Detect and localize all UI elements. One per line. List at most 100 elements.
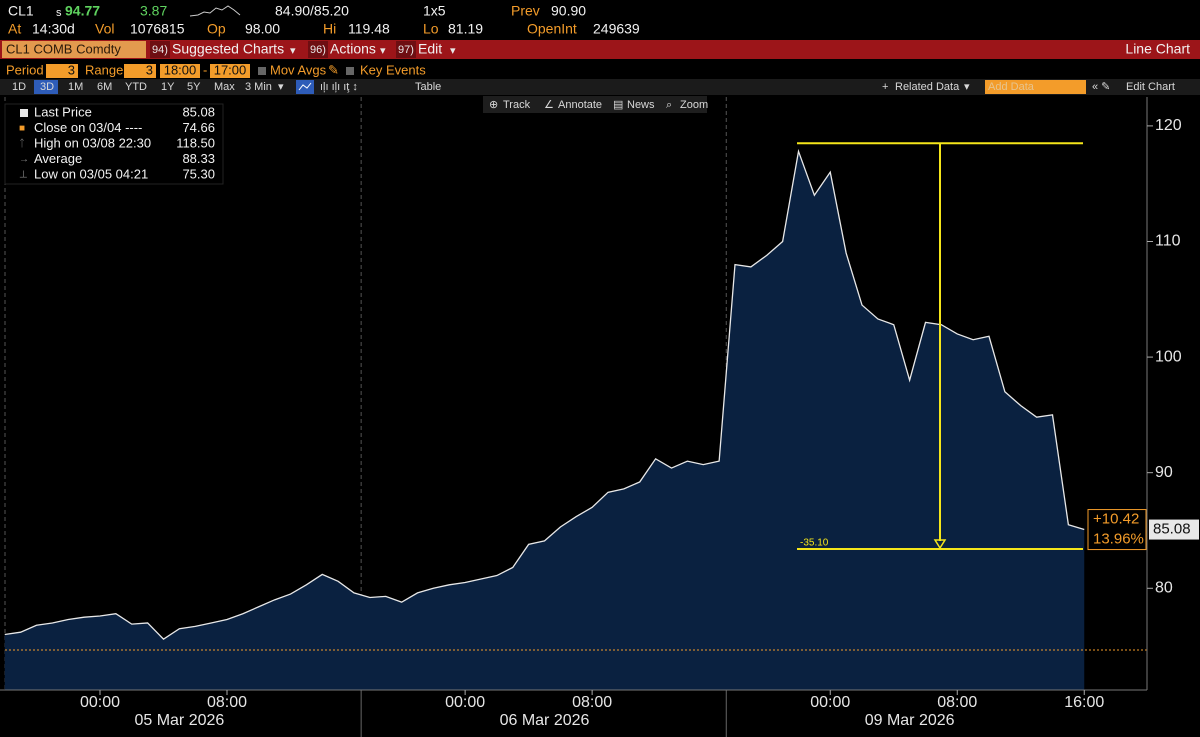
range-button[interactable]: Max xyxy=(214,81,235,93)
price: 94.77 xyxy=(65,3,100,19)
table-button[interactable]: Table xyxy=(415,81,441,93)
range-button[interactable]: 1Y xyxy=(161,81,175,93)
tool-icon[interactable]: ∠ xyxy=(544,99,554,111)
legend-label: Low on 03/05 04:21 xyxy=(34,166,148,181)
legend-value: 118.50 xyxy=(176,135,215,150)
chart-tool[interactable]: Zoom xyxy=(680,99,708,111)
tool-icon[interactable]: ⊕ xyxy=(489,99,498,111)
prev-value: 90.90 xyxy=(551,3,586,19)
field-value: 81.19 xyxy=(448,21,483,37)
legend-value: 88.33 xyxy=(182,151,215,166)
mov-avgs[interactable]: Mov Avgs xyxy=(270,62,327,77)
menu-num[interactable]: 94) xyxy=(152,44,168,56)
sparkline-icon xyxy=(189,5,241,17)
pencil-icon[interactable]: ✎ xyxy=(328,62,339,77)
menu-caret: ▾ xyxy=(450,45,456,57)
field-label: Vol xyxy=(95,21,114,37)
checkbox[interactable] xyxy=(258,67,266,75)
menu-num[interactable]: 96) xyxy=(310,44,326,56)
range[interactable]: 3 xyxy=(146,62,153,77)
bar-icons[interactable]: ıļı ıļı ıţ ↕ xyxy=(320,81,358,93)
legend-marker: ᛏ xyxy=(19,139,25,150)
key-events[interactable]: Key Events xyxy=(360,62,426,77)
from-box[interactable] xyxy=(160,64,200,78)
legend-box xyxy=(4,103,224,185)
period[interactable]: 3 xyxy=(68,62,75,77)
range-button[interactable]: 5Y xyxy=(187,81,201,93)
chart-tool[interactable]: Track xyxy=(503,99,531,111)
menu-label[interactable]: Actions xyxy=(330,41,376,57)
caret[interactable]: ▾ xyxy=(964,81,970,93)
size: 1x5 xyxy=(423,3,446,19)
legend-label: Average xyxy=(34,151,82,166)
legend-value: 75.30 xyxy=(182,166,215,181)
menu-num[interactable]: 97) xyxy=(398,44,414,56)
y-tick-label: 90 xyxy=(1155,464,1173,481)
price-area xyxy=(4,151,1085,690)
menu-bar xyxy=(0,40,1200,59)
checkbox[interactable] xyxy=(346,67,354,75)
edit-chart[interactable]: Edit Chart xyxy=(1126,81,1175,93)
chart: 80 90 100 110 120 00:00 08:00 00:00 08:00 00:00 08… xyxy=(0,96,1199,737)
measure-label: -35.10 xyxy=(800,538,829,549)
field-value: 14:30d xyxy=(32,21,75,37)
to-box[interactable] xyxy=(210,64,250,78)
field-value: 98.00 xyxy=(245,21,280,37)
x-tick-label: 08:00 xyxy=(207,694,247,711)
field-label: OpenInt xyxy=(527,21,577,37)
field-label: Hi xyxy=(323,21,336,37)
x-tick-label: 00:00 xyxy=(810,694,850,711)
field-label: At xyxy=(8,21,21,37)
tool-icon[interactable]: ⌕ xyxy=(666,99,672,111)
session-label: 06 Mar 2026 xyxy=(500,712,590,729)
interval[interactable]: 3 Min xyxy=(245,81,272,93)
collapse-icon[interactable]: « ✎ xyxy=(1092,81,1110,93)
chart-tools-bar xyxy=(483,96,707,113)
to[interactable]: 17:00 xyxy=(214,62,247,77)
range-button[interactable]: 6M xyxy=(97,81,112,93)
last-change: +10.42 xyxy=(1093,511,1139,528)
legend-label: High on 03/08 22:30 xyxy=(34,135,151,150)
chart-kind: Line Chart xyxy=(1125,41,1190,57)
related-data[interactable]: Related Data xyxy=(895,81,960,93)
bid-ask: 84.90/85.20 xyxy=(275,3,349,19)
from[interactable]: 18:00 xyxy=(164,62,197,77)
range-button[interactable]: 1D xyxy=(12,81,26,93)
menu-num-box[interactable] xyxy=(150,41,170,58)
period-box[interactable] xyxy=(46,64,78,78)
range-button[interactable]: YTD xyxy=(125,81,147,93)
range-button[interactable]: 3D xyxy=(40,81,54,93)
legend-label: Last Price xyxy=(34,104,92,119)
legend-value: 74.66 xyxy=(182,120,215,135)
add-data-box[interactable] xyxy=(985,80,1086,94)
chart-tool[interactable]: News xyxy=(627,99,655,111)
range-button[interactable]: 1M xyxy=(68,81,83,93)
change: 3.87 xyxy=(140,3,167,19)
plus[interactable]: + xyxy=(882,81,888,93)
header-fields: At 14:30d Vol 1076815 Op 98.00 Hi 119.48 Lo 81.19… xyxy=(8,21,640,37)
field-label: Lo xyxy=(423,21,439,37)
security-box[interactable] xyxy=(2,41,146,58)
security[interactable]: CL1 COMB Comdty xyxy=(6,41,121,56)
y-tick-label: 120 xyxy=(1155,117,1182,134)
range-box[interactable] xyxy=(124,64,156,78)
legend-value: 85.08 xyxy=(182,104,215,119)
caret[interactable]: ▾ xyxy=(278,81,284,93)
last-change-pct: 13.96% xyxy=(1093,531,1144,548)
menu-label[interactable]: Edit xyxy=(418,41,442,57)
x-tick-label: 00:00 xyxy=(80,694,120,711)
x-tick-label: 08:00 xyxy=(937,694,977,711)
x-tick-label: 08:00 xyxy=(572,694,612,711)
menu-num-box[interactable] xyxy=(308,41,328,58)
chart-tool[interactable]: Annotate xyxy=(558,99,602,111)
x-tick-label: 16:00 xyxy=(1064,694,1104,711)
add-data[interactable]: Add Data xyxy=(988,81,1035,93)
menu-label[interactable]: Suggested Charts xyxy=(172,41,284,57)
ticker: CL1 xyxy=(8,3,34,19)
period-label: Period xyxy=(6,62,44,77)
tool-icon[interactable]: ▤ xyxy=(613,99,623,111)
prev-label: Prev xyxy=(511,3,540,19)
session-label: 05 Mar 2026 xyxy=(134,712,224,729)
menu-num-box[interactable] xyxy=(396,41,416,58)
